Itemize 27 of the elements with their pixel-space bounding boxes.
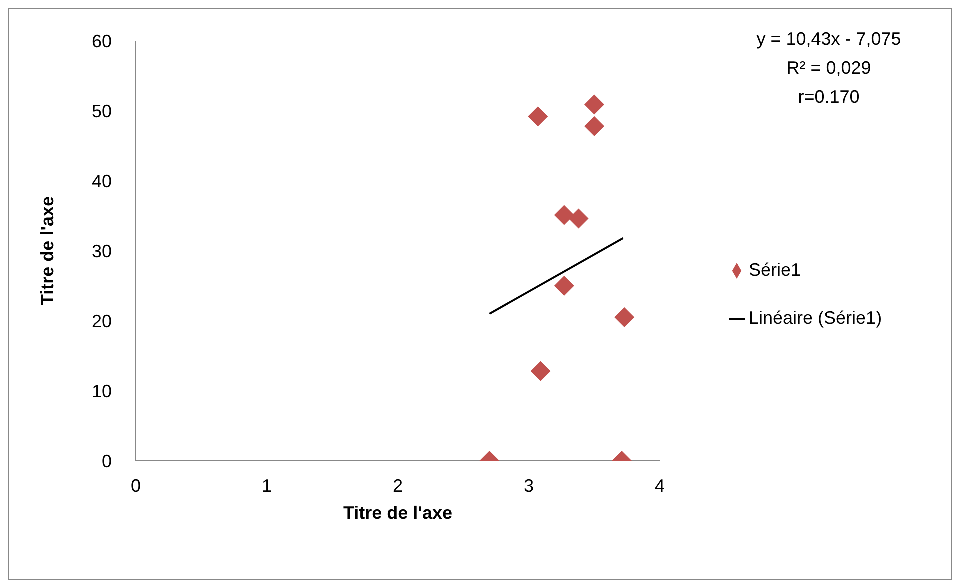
x-tick-label: 1 [262, 476, 272, 496]
y-tick-label: 30 [92, 241, 112, 262]
text: r=0.170 [797, 86, 861, 109]
y-tick-label: 60 [92, 31, 112, 52]
y-tick-label: 10 [92, 381, 112, 402]
text: y = 10,43x - 7,075 [756, 28, 902, 51]
y-axis-title: Titre de l'axe [37, 196, 58, 306]
legend-label: Série1 [749, 260, 802, 280]
point [584, 94, 604, 115]
y-tick-label: 40 [92, 171, 112, 192]
point [568, 208, 589, 229]
legend-label: Linéaire (Série1) [749, 308, 882, 328]
y-tick-label: 50 [92, 101, 112, 122]
text: R² = 0,029 [786, 57, 872, 80]
x-tick-label: 2 [392, 476, 404, 496]
point [554, 205, 574, 226]
point [528, 106, 548, 127]
point [614, 308, 635, 328]
x-axis-title: Titre de l'axe [343, 503, 453, 523]
x-tick-label: 0 [130, 476, 142, 496]
y-tick-label: 20 [92, 311, 112, 332]
y-tick-label: 0 [102, 451, 112, 472]
point [554, 276, 574, 296]
x-tick-label: 4 [654, 476, 666, 496]
x-tick-label: 3 [524, 476, 534, 496]
point [530, 361, 551, 382]
point [584, 116, 604, 136]
